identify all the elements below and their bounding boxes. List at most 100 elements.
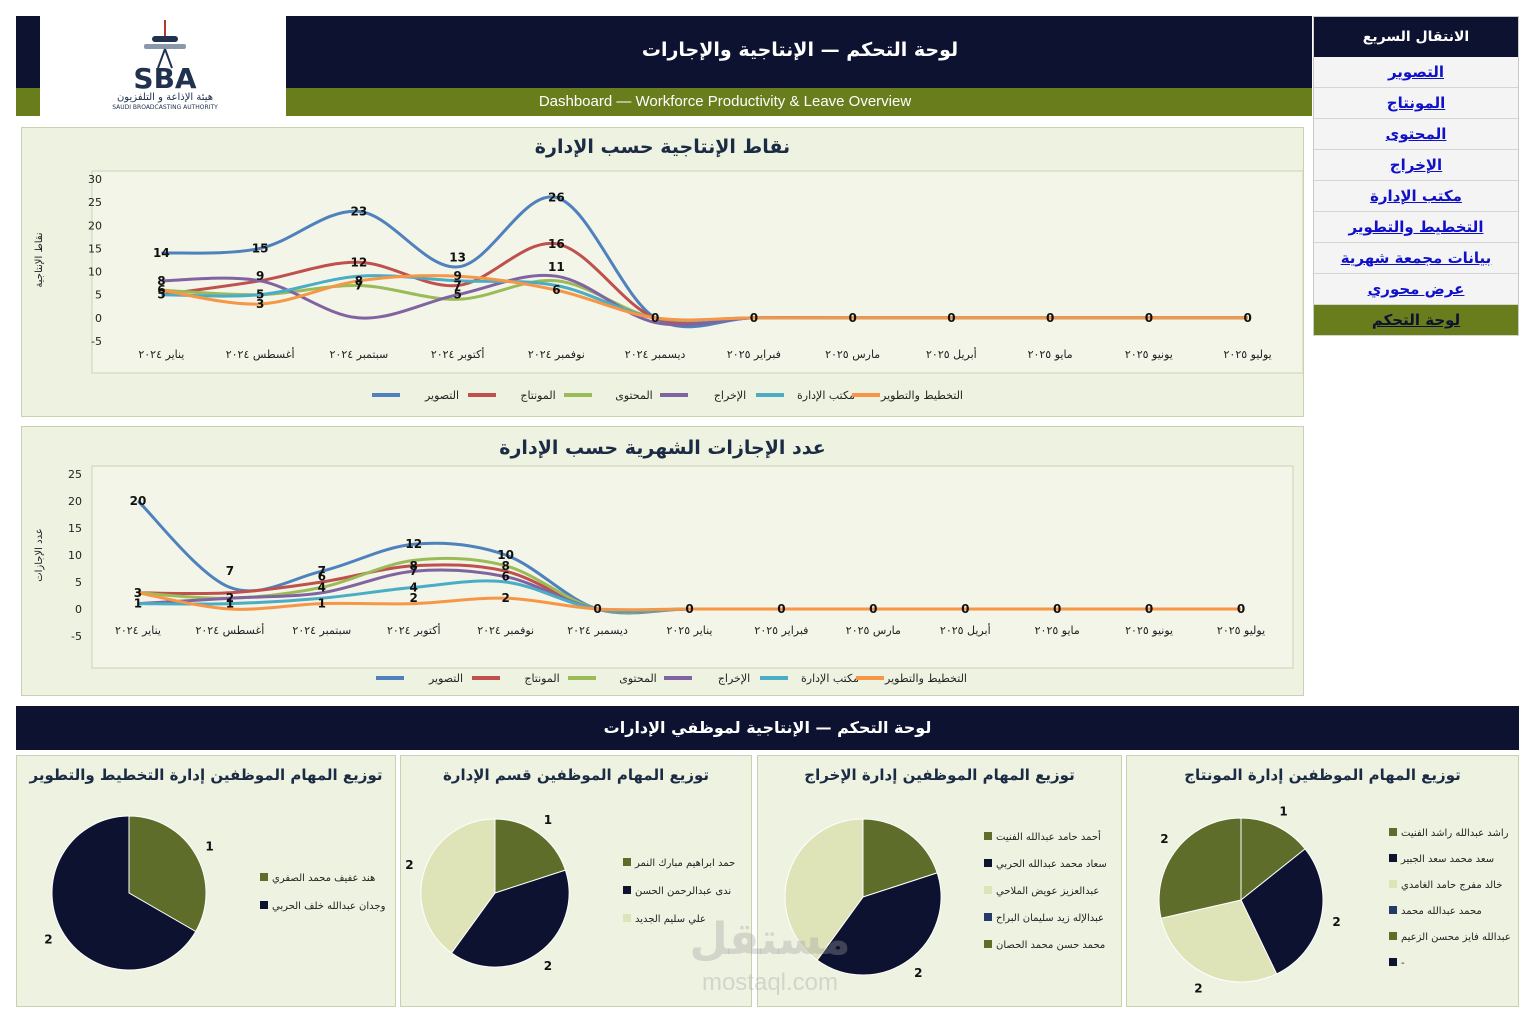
pie-chart-montage: 1 2 2 2 راشد عبدالله راشد الفنيت سعد محمد سعد… — [1158, 805, 1511, 995]
y-tick-label: 25 — [68, 468, 82, 481]
quick-nav: الانتقال السريع التصوير المونتاج المحتوى… — [1313, 16, 1519, 336]
data-label: 7 — [453, 278, 461, 292]
pie-legend-label: أحمد حامد عبدالله الفنيت — [996, 830, 1101, 843]
nav-link-content[interactable]: المحتوى — [1314, 119, 1518, 150]
pie-value-label: 2 — [405, 858, 413, 872]
x-tick-label: يونيو ٢٠٢٥ — [1125, 348, 1173, 361]
data-label: 2 — [226, 591, 234, 605]
legend-label: المونتاج — [520, 389, 555, 402]
x-tick-label: أغسطس ٢٠٢٤ — [226, 347, 295, 361]
pie-title-admin: توزيع المهام الموظفين قسم الإدارة — [442, 766, 710, 784]
data-label: 2 — [501, 591, 509, 605]
sba-logo: SBA هيئة الإذاعة و التلفزيون SAUDI BROAD… — [40, 16, 286, 116]
leaves-chart-panel: عدد الإجازات الشهرية حسب الإدارة -5 0 5 10 1… — [21, 426, 1304, 696]
plot-area — [91, 465, 1294, 669]
data-label: 0 — [685, 602, 693, 616]
pie-legend-swatch — [1389, 854, 1397, 862]
data-label: 23 — [351, 204, 368, 218]
pie-chart-admin: 1 2 2 حمد ابراهيم مبارك النمر ندى عبدالرحمن … — [405, 813, 735, 973]
pie-legend-label: هند عفيف محمد الصفري — [272, 873, 375, 884]
data-label: 1 — [318, 597, 326, 611]
nav-link-montage[interactable]: المونتاج — [1314, 88, 1518, 119]
pie-legend-label: عبدالله فايز محسن الزعيم — [1401, 932, 1511, 943]
pie-legend-swatch — [984, 832, 992, 840]
y-tick-label: 20 — [68, 495, 82, 508]
x-tick-label: نوفمبر ٢٠٢٤ — [477, 624, 534, 637]
legend-label: الإخراج — [718, 672, 750, 685]
pie-legend-label: سعد محمد سعد الجبير — [1400, 854, 1494, 865]
y-tick-label: 25 — [88, 196, 102, 209]
data-label: 14 — [153, 246, 170, 260]
data-label: 0 — [869, 602, 877, 616]
x-tick-label: فبراير ٢٠٢٥ — [727, 348, 781, 361]
pie-slice — [494, 818, 567, 894]
nav-link-pivot-view[interactable]: عرض محوري — [1314, 274, 1518, 305]
pie-slice — [1160, 899, 1278, 983]
data-label: 6 — [501, 570, 509, 584]
data-label: 26 — [548, 191, 565, 205]
pie-legend-swatch — [260, 901, 268, 909]
x-tick-label: ديسمبر ٢٠٢٤ — [625, 348, 686, 361]
pie-legend-swatch — [984, 886, 992, 894]
pie-legend-label: وجدان عبدالله خلف الحربي — [272, 901, 386, 912]
data-label: 0 — [651, 311, 659, 325]
data-label: 4 — [318, 580, 326, 594]
pie-legend-swatch — [1389, 906, 1397, 914]
plot-area — [91, 170, 1304, 374]
y-axis-label: نقاط الإنتاجية — [34, 232, 45, 287]
data-label: 6 — [552, 283, 560, 297]
x-tick-label: أكتوبر ٢٠٢٤ — [387, 623, 441, 637]
pie-chart-planning: 1 2 هند عفيف محمد الصفري وجدان عبدالله خلف … — [44, 815, 386, 971]
data-label: 8 — [410, 559, 418, 573]
series-line — [137, 591, 1242, 612]
data-label: 1 — [226, 597, 234, 611]
nav-link-monthly-data[interactable]: بيانات مجمعة شهرية — [1314, 243, 1518, 274]
data-label: 8 — [501, 559, 509, 573]
data-label: 5 — [256, 288, 264, 302]
leaves-chart-title: عدد الإجازات الشهرية حسب الإدارة — [499, 437, 826, 459]
pie-value-label: 2 — [1332, 915, 1340, 929]
nav-link-photography[interactable]: التصوير — [1314, 57, 1518, 88]
data-label: 5 — [157, 288, 165, 302]
employee-section-banner: لوحة التحكم — الإنتاجية لموظفي الإدارات — [16, 706, 1519, 750]
pie-panel-montage: توزيع المهام الموظفين إدارة المونتاج 1 2 2… — [1126, 755, 1519, 1007]
logo-arabic: هيئة الإذاعة و التلفزيون — [117, 92, 213, 103]
data-label: 10 — [497, 548, 514, 562]
data-label: 12 — [351, 255, 368, 269]
data-label: 15 — [252, 241, 269, 255]
data-label: 7 — [355, 278, 363, 292]
page-subtitle: Dashboard — Workforce Productivity & Lea… — [538, 93, 912, 110]
y-tick-label: 15 — [88, 242, 102, 255]
data-label: 0 — [961, 602, 969, 616]
legend-label: المونتاج — [524, 672, 559, 685]
pie-legend-swatch — [623, 914, 631, 922]
y-tick-label: 15 — [68, 522, 82, 535]
pie-legend-label: علي سليم الجديد — [635, 914, 706, 925]
nav-link-directing[interactable]: الإخراج — [1314, 150, 1518, 181]
data-label: 20 — [130, 494, 147, 508]
pie-legend-swatch — [1389, 880, 1397, 888]
nav-link-planning[interactable]: التخطيط والتطوير — [1314, 212, 1518, 243]
y-tick-label: 5 — [95, 289, 102, 302]
pie-legend-swatch — [984, 913, 992, 921]
nav-link-admin-office[interactable]: مكتب الإدارة — [1314, 181, 1518, 212]
data-label: 2 — [410, 591, 418, 605]
pie-legend-swatch — [1389, 958, 1397, 966]
pie-legend-label: عبدالعزيز عويض الملاحي — [996, 886, 1099, 897]
productivity-chart-panel: نقاط الإنتاجية حسب الإدارة -5 0 5 10 15 20 25 3… — [21, 127, 1304, 417]
quick-nav-heading: الانتقال السريع — [1314, 17, 1518, 57]
pie-value-label: 1 — [1279, 805, 1287, 819]
data-label: 0 — [947, 311, 955, 325]
data-label: 4 — [410, 580, 418, 594]
logo-text: SBA — [133, 62, 197, 95]
x-tick-label: أبريل ٢٠٢٥ — [926, 347, 977, 361]
data-label: 3 — [134, 586, 142, 600]
y-tick-label: 5 — [75, 576, 82, 589]
data-label: 5 — [453, 288, 461, 302]
nav-link-dashboard[interactable]: لوحة التحكم — [1314, 305, 1518, 336]
data-label: 0 — [1243, 311, 1251, 325]
pie-legend-label: ندى عبدالرحمن الحسن — [635, 886, 731, 897]
data-label: 0 — [593, 602, 601, 616]
